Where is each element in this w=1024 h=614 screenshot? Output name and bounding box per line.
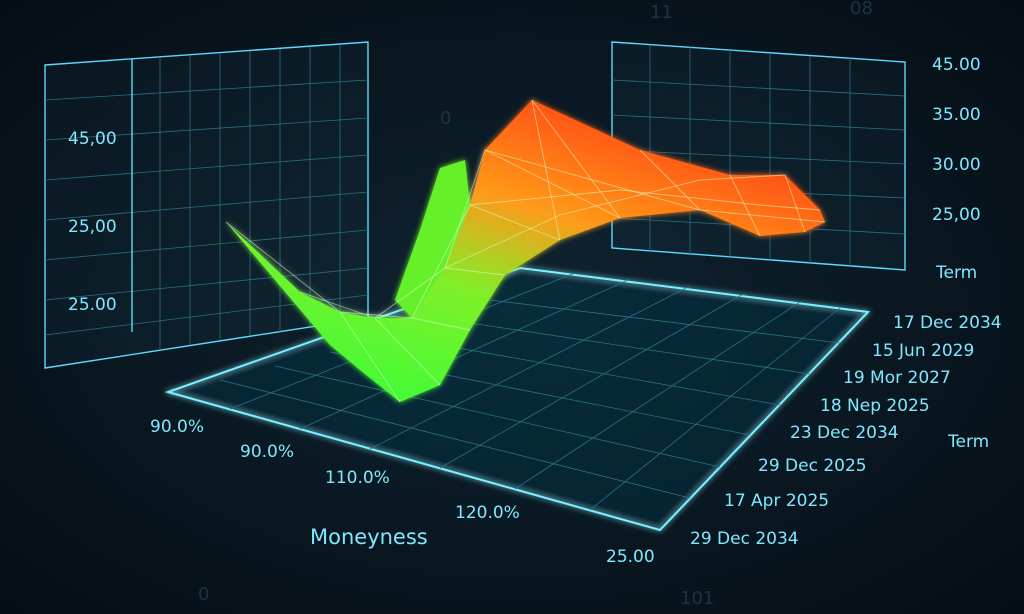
right-axis-label: 45.00	[932, 55, 981, 75]
term-label: 18 Nep 2025	[820, 396, 930, 416]
left-axis-label: 25.00	[68, 295, 117, 315]
moneyness-label: 90.0%	[150, 417, 204, 437]
moneyness-title: Moneyness	[310, 525, 428, 549]
term-label: 17 Dec 2034	[893, 313, 1002, 333]
bg-digit: 0	[198, 584, 209, 605]
corner-label: 25.00	[606, 547, 655, 567]
bg-digit: 101	[680, 588, 714, 609]
term-label: 23 Dec 2034	[790, 423, 899, 443]
bg-digit: 08	[850, 0, 873, 19]
left-axis-label: 25,00	[68, 217, 117, 237]
bg-digit: 0	[440, 108, 451, 129]
right-axis-label: 30.00	[932, 155, 981, 175]
right-axis-label: 35.00	[932, 105, 981, 125]
right-axis-title: Term	[935, 263, 977, 283]
term-title: Term	[947, 432, 989, 452]
bg-digit: 11	[650, 2, 673, 23]
surface	[225, 99, 826, 403]
term-label: 29 Dec 2034	[690, 529, 799, 549]
term-label: 15 Jun 2029	[872, 341, 974, 361]
term-label: 19 Mor 2027	[843, 368, 951, 388]
right-axis-label: 25,00	[932, 205, 981, 225]
term-label: 17 Apr 2025	[724, 491, 829, 511]
moneyness-label: 110.0%	[325, 468, 390, 488]
left-axis-label: 45,00	[68, 129, 117, 149]
moneyness-label: 90.0%	[240, 442, 294, 462]
moneyness-label: 120.0%	[455, 503, 520, 523]
term-label: 29 Dec 2025	[758, 456, 867, 476]
